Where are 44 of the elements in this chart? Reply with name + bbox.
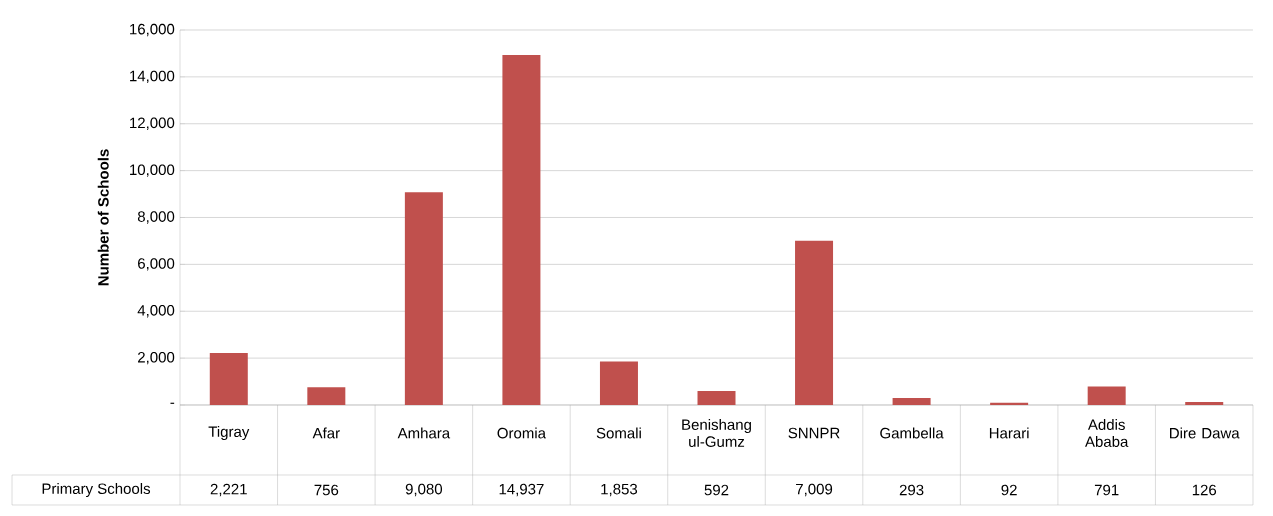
y-tick-label: 6,000: [138, 258, 175, 271]
data-label: 14,937: [499, 483, 544, 497]
x-tick-label: SNNPR: [788, 427, 840, 439]
bar: [404, 192, 443, 405]
data-label: 9,080: [405, 483, 443, 497]
x-tick-label: Amhara: [397, 427, 451, 439]
x-tick-label: Harari: [989, 427, 1029, 439]
data-label: 126: [1192, 484, 1217, 496]
y-tick-label: 14,000: [130, 70, 175, 84]
data-label: 756: [314, 484, 339, 496]
data-label: 7,009: [796, 483, 833, 497]
bar: [990, 402, 1029, 405]
y-axis-title: Number of Schools: [97, 149, 109, 286]
y-tick-label: 4,000: [137, 305, 175, 318]
x-tick-label: Gambella: [880, 427, 944, 439]
y-tick-label: 8,000: [137, 211, 175, 224]
bar: [1087, 386, 1126, 405]
bar: [209, 352, 248, 405]
y-tick-label: 12,000: [130, 117, 175, 130]
y-tick-label: 16,000: [130, 23, 175, 37]
x-tick-label: Tigray: [208, 426, 250, 440]
bar: [1185, 402, 1224, 405]
y-tick-label: 2,000: [138, 351, 175, 365]
data-label: 592: [704, 484, 729, 496]
bar: [307, 387, 346, 405]
data-label: 293: [899, 484, 924, 496]
y-tick-label: -: [170, 402, 175, 404]
x-tick-label: Addis Ababa: [1085, 418, 1129, 447]
text: Primary Schools: [42, 483, 151, 497]
data-label: 791: [1094, 484, 1119, 496]
x-tick-label: Afar: [312, 427, 340, 439]
x-tick-label: Oromia: [497, 427, 546, 439]
bar: [892, 398, 931, 405]
bar: [599, 361, 638, 405]
x-tick-label: Somali: [596, 427, 641, 439]
bar: [502, 54, 541, 405]
bar: [795, 240, 834, 405]
y-tick-label: 10,000: [130, 164, 175, 177]
x-tick-label: Dire Dawa: [1170, 427, 1240, 439]
x-tick-label: Benishang ul-Gumz: [682, 418, 751, 447]
data-label: 92: [1001, 484, 1017, 496]
bar: [697, 391, 736, 405]
data-label: 1,853: [601, 483, 638, 497]
data-label: 2,221: [210, 483, 247, 497]
